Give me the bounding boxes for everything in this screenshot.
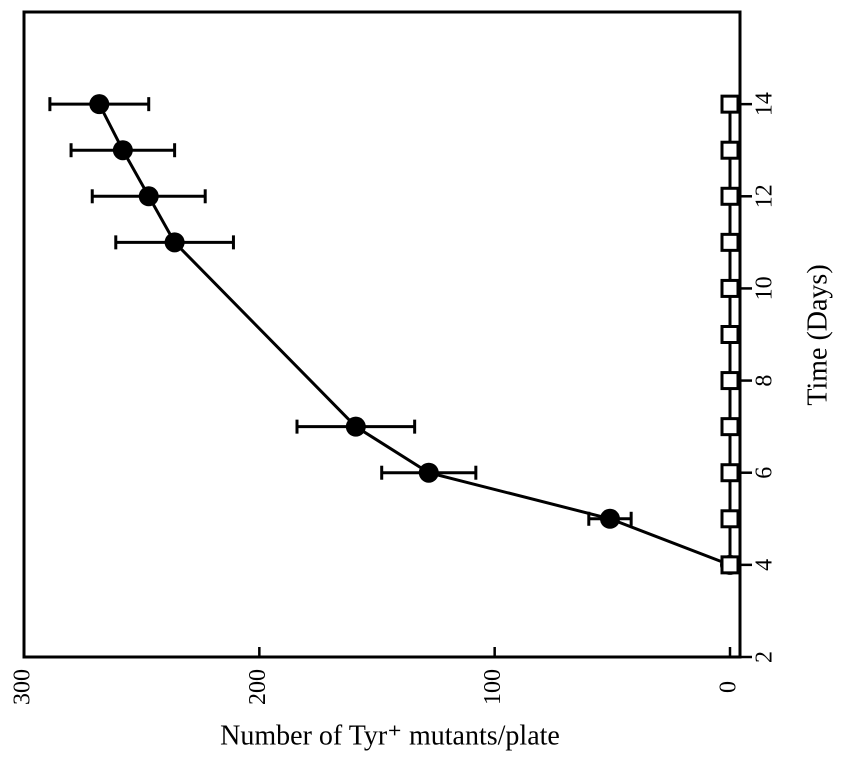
y-tick-label: 2: [752, 651, 778, 663]
data-point: [720, 140, 740, 160]
x-tick-label: 200: [245, 669, 271, 705]
trend-line: [97, 103, 731, 567]
data-point: [138, 186, 159, 207]
x-tick-label: 100: [480, 669, 506, 705]
y-tick-label: 12: [752, 184, 778, 208]
y-axis-label: Time (Days): [802, 264, 833, 405]
data-point: [720, 509, 740, 529]
data-point: [720, 417, 740, 437]
x-tick-label: 300: [10, 669, 36, 705]
y-tick-label: 14: [752, 92, 778, 116]
data-point: [720, 371, 740, 391]
y-tick-label: 4: [752, 559, 778, 571]
plot-frame: [22, 10, 742, 659]
data-point: [720, 325, 740, 344]
x-tick-label: 0: [716, 681, 742, 693]
data-point: [720, 555, 740, 575]
data-point: [720, 232, 740, 252]
y-tick-label: 10: [752, 276, 778, 300]
data-point: [164, 232, 185, 253]
data-point: [720, 278, 740, 298]
data-point: [345, 416, 366, 437]
data-point: [89, 94, 110, 115]
y-tick-label: 8: [752, 375, 778, 387]
data-point: [720, 94, 740, 114]
y-tick-label: 6: [752, 467, 778, 479]
data-point: [112, 140, 133, 161]
data-point: [720, 186, 740, 206]
data-point: [720, 463, 740, 483]
data-point: [599, 508, 620, 529]
data-point: [418, 462, 439, 483]
x-axis-label: Number of Tyr⁺ mutants/plate: [220, 720, 560, 751]
